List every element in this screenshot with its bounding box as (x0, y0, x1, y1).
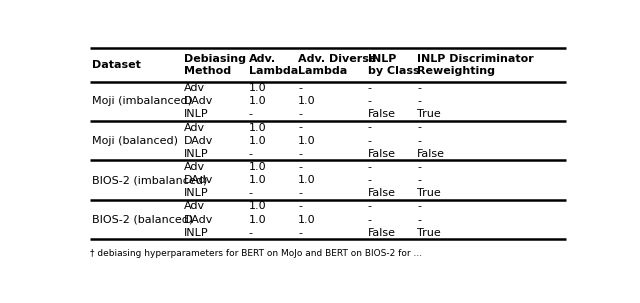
Text: -: - (417, 175, 421, 185)
Text: True: True (417, 228, 441, 238)
Text: Debiasing
Method: Debiasing Method (184, 54, 246, 76)
Text: -: - (367, 83, 372, 93)
Text: True: True (417, 188, 441, 198)
Text: -: - (417, 96, 421, 106)
Text: 1.0: 1.0 (249, 201, 266, 211)
Text: -: - (417, 215, 421, 225)
Text: Adv: Adv (184, 83, 205, 93)
Text: INLP Discriminator
Reweighting: INLP Discriminator Reweighting (417, 54, 534, 76)
Text: † debiasing hyperparameters for BERT on MoJo and BERT on BIOS-2 for ...: † debiasing hyperparameters for BERT on … (90, 249, 422, 258)
Text: -: - (417, 201, 421, 211)
Text: INLP: INLP (184, 109, 209, 119)
Text: False: False (367, 228, 396, 238)
Text: -: - (417, 122, 421, 132)
Text: Adv: Adv (184, 162, 205, 172)
Text: -: - (298, 109, 302, 119)
Text: -: - (367, 175, 372, 185)
Text: Adv: Adv (184, 122, 205, 132)
Text: 1.0: 1.0 (249, 83, 266, 93)
Text: INLP: INLP (184, 228, 209, 238)
Text: 1.0: 1.0 (298, 96, 316, 106)
Text: Adv: Adv (184, 201, 205, 211)
Text: -: - (417, 136, 421, 146)
Text: -: - (417, 83, 421, 93)
Text: 1.0: 1.0 (249, 162, 266, 172)
Text: Adv. Diverse
Lambda: Adv. Diverse Lambda (298, 54, 376, 76)
Text: -: - (298, 188, 302, 198)
Text: -: - (298, 149, 302, 159)
Text: -: - (367, 215, 372, 225)
Text: 1.0: 1.0 (298, 215, 316, 225)
Text: 1.0: 1.0 (298, 175, 316, 185)
Text: INLP
by Class: INLP by Class (367, 54, 419, 76)
Text: -: - (367, 162, 372, 172)
Text: -: - (367, 96, 372, 106)
Text: -: - (249, 109, 253, 119)
Text: False: False (367, 109, 396, 119)
Text: INLP: INLP (184, 149, 209, 159)
Text: 1.0: 1.0 (298, 136, 316, 146)
Text: -: - (298, 122, 302, 132)
Text: 1.0: 1.0 (249, 175, 266, 185)
Text: -: - (298, 162, 302, 172)
Text: 1.0: 1.0 (249, 96, 266, 106)
Text: -: - (367, 201, 372, 211)
Text: 1.0: 1.0 (249, 136, 266, 146)
Text: Moji (imbalanced): Moji (imbalanced) (92, 96, 193, 106)
Text: Moji (balanced): Moji (balanced) (92, 136, 179, 146)
Text: DAdv: DAdv (184, 96, 214, 106)
Text: -: - (298, 201, 302, 211)
Text: -: - (367, 136, 372, 146)
Text: BIOS-2 (balanced): BIOS-2 (balanced) (92, 215, 194, 225)
Text: Adv.
Lambda: Adv. Lambda (249, 54, 298, 76)
Text: DAdv: DAdv (184, 215, 214, 225)
Text: -: - (298, 83, 302, 93)
Text: DAdv: DAdv (184, 175, 214, 185)
Text: DAdv: DAdv (184, 136, 214, 146)
Text: False: False (367, 149, 396, 159)
Text: INLP: INLP (184, 188, 209, 198)
Text: False: False (417, 149, 445, 159)
Text: -: - (249, 149, 253, 159)
Text: -: - (367, 122, 372, 132)
Text: Dataset: Dataset (92, 60, 141, 70)
Text: -: - (298, 228, 302, 238)
Text: -: - (249, 228, 253, 238)
Text: False: False (367, 188, 396, 198)
Text: -: - (417, 162, 421, 172)
Text: -: - (249, 188, 253, 198)
Text: True: True (417, 109, 441, 119)
Text: 1.0: 1.0 (249, 215, 266, 225)
Text: 1.0: 1.0 (249, 122, 266, 132)
Text: BIOS-2 (imbalanced): BIOS-2 (imbalanced) (92, 175, 207, 185)
